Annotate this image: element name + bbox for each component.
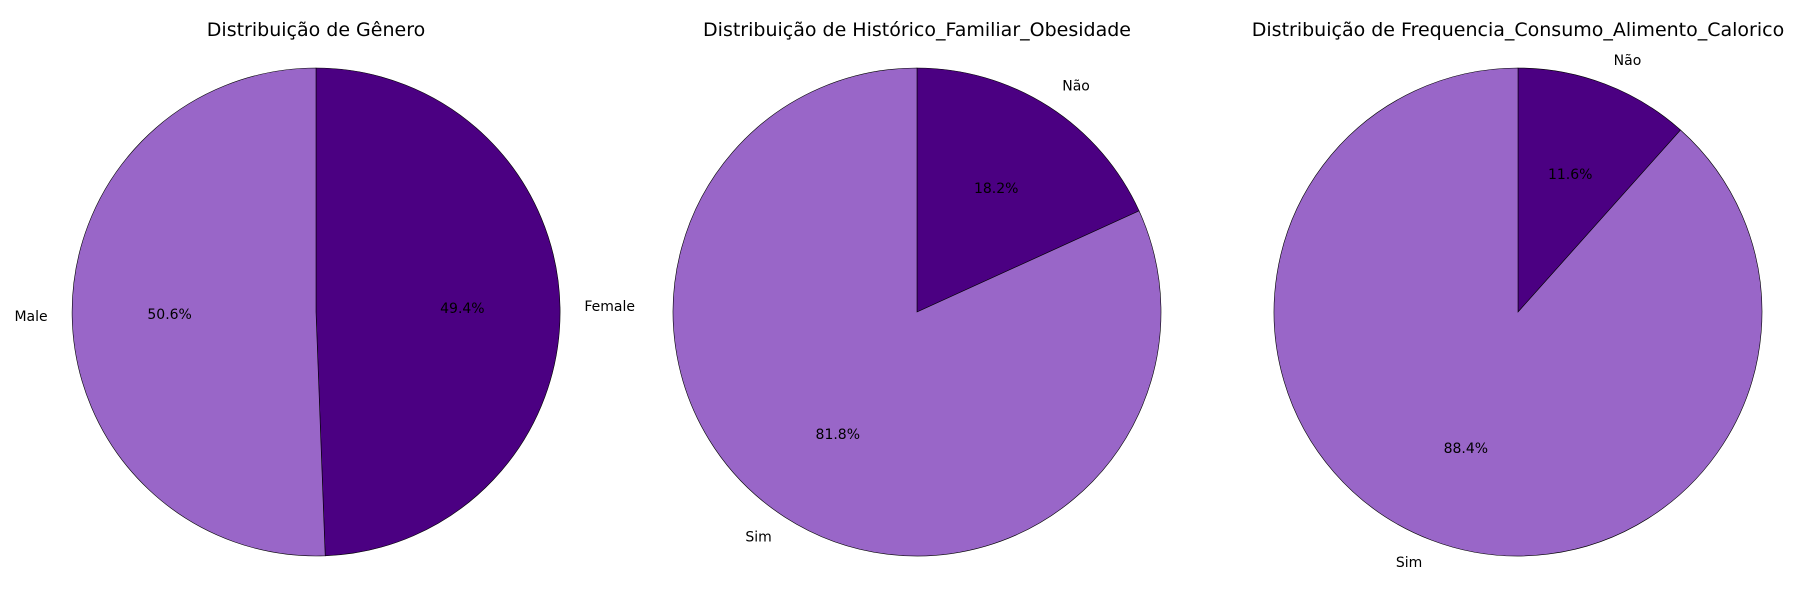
slice-percent-sim: 88.4% <box>1444 441 1488 457</box>
pie-slice-male <box>71 67 326 557</box>
pie-chart-2: Distribuição de Histórico_Familiar_Obesi… <box>672 19 1162 557</box>
slice-label-sim: Sim <box>745 530 771 546</box>
slice-percent-female: 49.4% <box>440 301 484 317</box>
slice-label-sim: Sim <box>1396 555 1422 571</box>
pie-slice-sim <box>672 67 1162 557</box>
slice-label-nao: Não <box>1062 78 1090 94</box>
pie-slice-nao <box>1517 67 1681 313</box>
slice-percent-sim: 81.8% <box>816 427 860 443</box>
pie-slice-sim <box>1273 67 1763 557</box>
pie-chart-3: Distribuição de Frequencia_Consumo_Alime… <box>1252 19 1784 571</box>
pie-slice-nao <box>916 67 1140 313</box>
chart-title: Distribuição de Gênero <box>207 19 425 41</box>
chart-title: Distribuição de Histórico_Familiar_Obesi… <box>703 19 1131 41</box>
pie-chart-1: Distribuição de Gênero Female 49.4% Male 50.… <box>14 19 635 557</box>
slice-percent-male: 50.6% <box>147 307 191 323</box>
chart-title: Distribuição de Frequencia_Consumo_Alime… <box>1252 19 1784 41</box>
slice-label-nao: Não <box>1614 53 1642 69</box>
pie-slice-female <box>315 67 561 557</box>
slice-percent-nao: 18.2% <box>974 181 1018 197</box>
slice-label-male: Male <box>14 309 47 325</box>
slice-label-female: Female <box>584 299 635 315</box>
slice-percent-nao: 11.6% <box>1548 167 1592 183</box>
